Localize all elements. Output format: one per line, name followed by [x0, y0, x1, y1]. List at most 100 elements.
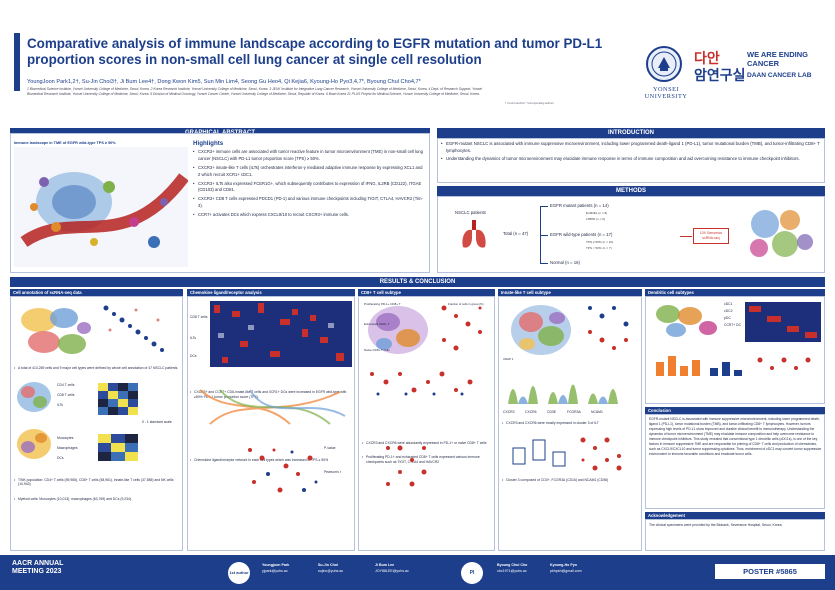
- pearson-legend: Pearson's r: [324, 470, 342, 474]
- egfr-mutant-label: EGFR mutant patients (n = 14): [550, 203, 609, 208]
- methods-branch-line: [540, 263, 548, 264]
- chemokine-network: [199, 389, 346, 425]
- p1-std-scale: 0 - 1 standard scale: [142, 420, 172, 424]
- contact-name-pyo: Kyoung-Ho Pyo: [550, 563, 577, 567]
- highlight-item: CXCR3+ immune cells are associated with …: [193, 149, 425, 163]
- label-ilt: ILTs: [57, 403, 63, 407]
- cd8-dotplot: [441, 305, 482, 351]
- tnk-heatmap: [98, 383, 138, 415]
- contact-email-park[interactable]: yjpark@yuhs.ac: [262, 569, 288, 573]
- panel-title-cell-annotation: Cell annotation of scRNA-seq data: [10, 289, 183, 296]
- methods-branch-line: [540, 206, 548, 207]
- poster-number: POSTER #5865: [715, 564, 825, 579]
- daan-lab-name: DAAN CANCER LAB: [747, 72, 812, 79]
- contact-name-choi: Su-Jin Choi: [318, 563, 338, 567]
- p1-caption-2: T/NK population: CD4+ T cells (59,965), …: [14, 478, 180, 487]
- e19del-label: E19DEL (n = 8): [586, 211, 608, 215]
- umap-cell-annotation: [21, 308, 91, 354]
- marker-dotplot: [103, 305, 164, 352]
- cd8-checkpoint-dotplot: [370, 371, 473, 396]
- tps-low-label: TPS < 50% (n = 7): [586, 246, 612, 250]
- daan-slogan: WE ARE ENDING CANCER: [747, 50, 808, 68]
- conclusion-box: [645, 414, 825, 509]
- conclusion-title: Conclusion: [645, 407, 825, 414]
- p4-caption-1: CXCR3 and CXCR6 were mostly expressed in…: [502, 421, 640, 426]
- label-dcs: DCs: [57, 456, 64, 460]
- panel-title-ilt: Innate-like T cell subtype: [498, 289, 642, 296]
- myeloid-heatmap: [98, 434, 138, 461]
- panel-title-cd8: CD8+ T cell subtype: [358, 289, 495, 296]
- poster-title: Comparative analysis of immune landscape…: [27, 36, 603, 67]
- l858r-label: L858R (n = 6): [586, 217, 606, 221]
- methods-umap-thumbnail: [750, 210, 813, 257]
- dc-label-pdc: pDC: [724, 316, 731, 320]
- nsclc-label: NSCLC patients: [455, 210, 486, 215]
- highlight-item: CXCR3+ CD8 T cells expressed PDCD1 (PD-1…: [193, 196, 425, 210]
- umap-myeloid: [17, 429, 51, 459]
- dc-label-ccr7: CCR7+ DC: [724, 323, 742, 327]
- poster-header: [0, 0, 835, 130]
- egfr-wt-label: EGFR wild-type patients (n = 17): [550, 232, 613, 237]
- ilt-dotplot: [588, 306, 629, 350]
- aacr-logo: AACR ANNUAL MEETING 2023: [12, 560, 72, 585]
- contact-email-lee[interactable]: JOY88LEE@yuhs.ac: [375, 569, 409, 573]
- umap-tnk: [17, 382, 51, 412]
- p4-caption-2: Cluster 3 composed of CD3+, FCGR3A (CD16…: [502, 478, 640, 483]
- tps-high-label: TPS ≥ 50% (n = 10): [586, 240, 614, 244]
- ga-image-label: Immune landscape in TME of EGFR wild-typ…: [14, 141, 116, 145]
- interaction-dotplot: [248, 448, 318, 493]
- acknowledgement-title: Acknowledgement: [645, 512, 825, 519]
- affiliations: 1 Biomedical Science Institute, Yonsei U…: [27, 87, 482, 96]
- graphical-abstract-illustration: [14, 147, 188, 267]
- contact-email-choi[interactable]: sujinc@yuhs.ac: [318, 569, 344, 573]
- highlight-item: CCR7+ activates DCs which express CXCL9/…: [193, 212, 425, 219]
- acknowledgement-box: [645, 519, 825, 551]
- dc-heatmap: [745, 302, 821, 342]
- ilt-umap-axis: UMAP 1: [503, 357, 514, 361]
- label-cd8: CD8 T cells: [57, 393, 75, 397]
- seal-emblem-icon: [651, 51, 677, 77]
- aacr-meeting-text: AACR ANNUAL MEETING 2023: [12, 560, 64, 575]
- title-accent-bar: [14, 33, 20, 91]
- ilt-violin-plots: [508, 384, 618, 404]
- highlight-item: CXCR3+ innate-like T cells (ILTs) orches…: [193, 165, 425, 179]
- daan-lab-logo-icon: 다안 암연구실: [694, 50, 744, 84]
- svg-text:다안: 다안: [694, 50, 720, 67]
- ilt-heat-label-cd3e: CD3E: [547, 410, 557, 414]
- cd8-group-dotplot: [386, 445, 427, 487]
- ilt-heat-label-cxcr3: CXCR3: [503, 410, 515, 414]
- contact-name-park: Youngjoon Park: [262, 563, 290, 567]
- ilt-heat-label-cxcr6: CXCR6: [525, 410, 537, 414]
- methods-arrow: [680, 236, 692, 237]
- chemokine-heatmap: [210, 301, 352, 367]
- author-list: YoungJoon Park1,2†, Su-Jin Choi3†, Ji Bu…: [27, 79, 421, 85]
- intro-item: EGFR-mutant NSCLC is associated with imm…: [441, 141, 822, 154]
- results-header: RESULTS & CONCLUSION: [10, 277, 825, 287]
- introduction-list: EGFR-mutant NSCLC is associated with imm…: [441, 141, 822, 165]
- row-label-ilt: ILTs: [190, 336, 196, 340]
- umap-ilt-subtypes: [511, 305, 571, 355]
- contact-email-cho[interactable]: cbc1971@yuhs.ac: [497, 569, 527, 573]
- introduction-header: INTRODUCTION: [437, 128, 825, 138]
- intro-item: Understanding the dynamics of tumor micr…: [441, 156, 822, 163]
- contact-email-pyo[interactable]: pkhpsh@gmail.com: [550, 569, 582, 573]
- methods-header: METHODS: [437, 186, 825, 196]
- yonsei-seal-logo: [646, 46, 682, 82]
- first-author-badge: 1st author: [228, 562, 250, 584]
- label-monocytes: Monocytes: [57, 436, 74, 440]
- p1-caption-3: Myeloid cells: Monocytes (10,013), macro…: [14, 497, 180, 502]
- umap-cd8-subtypes: [368, 306, 428, 354]
- row-label-cd8: CD8 T cells: [190, 315, 208, 319]
- methods-branch-line: [540, 235, 548, 236]
- p-value-legend: P-value: [324, 446, 336, 450]
- contact-name-lee: Ji Bum Lee: [375, 563, 395, 567]
- ilt-heat-label-fcgr3a: FCGR3A: [567, 410, 581, 414]
- svg-text:암연구실: 암연구실: [694, 67, 744, 84]
- poster-footer: [0, 555, 835, 590]
- lungs-icon: [462, 220, 486, 248]
- dc-label-cdc1: cDC1: [724, 302, 733, 306]
- total-label: Total (n = 47): [503, 231, 529, 236]
- pi-badge: PI: [461, 562, 483, 584]
- p3-caption-1: CXCR3 and CXCR6 were abundantly expresse…: [362, 441, 492, 446]
- panel-title-dc: Dendritic cell subtypes: [645, 289, 825, 296]
